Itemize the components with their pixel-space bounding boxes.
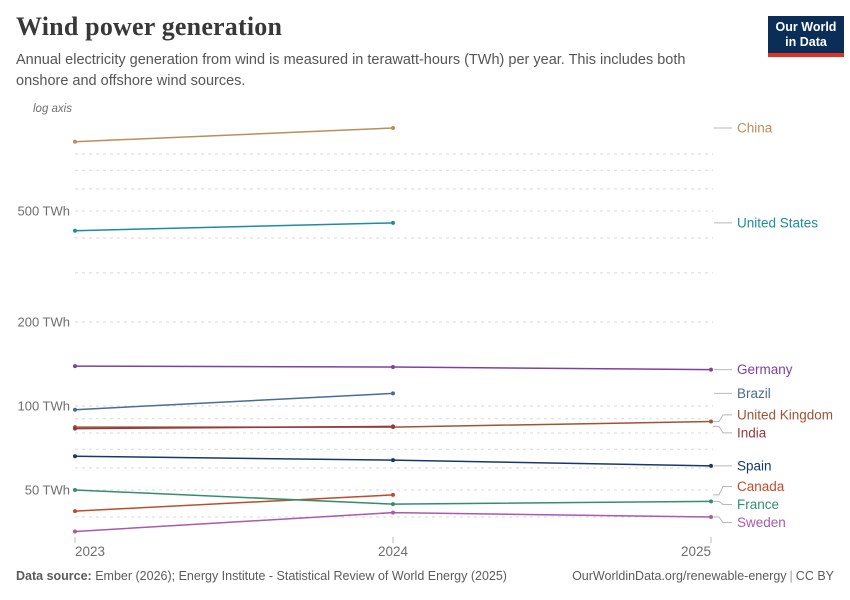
series-label-united-kingdom[interactable]: United Kingdom (737, 407, 833, 422)
owid-url-link[interactable]: OurWorldinData.org/renewable-energy (572, 569, 787, 583)
series-sweden[interactable] (73, 510, 713, 534)
data-point (391, 510, 395, 515)
footer-separator: | (789, 569, 793, 583)
data-point (391, 492, 395, 497)
data-point (391, 502, 395, 507)
gridlines (75, 153, 713, 518)
data-point (391, 126, 395, 130)
license-link[interactable]: CC BY (795, 569, 834, 583)
label-connector (713, 500, 732, 505)
line-chart: 500 TWh 200 TWh 100 TWh 50 TWh log axis 2023 2… (17, 103, 833, 559)
data-point (73, 364, 77, 369)
page-title: Wind power generation (16, 12, 283, 41)
series-line[interactable] (74, 425, 394, 430)
series-line[interactable] (74, 222, 394, 232)
label-connector (713, 486, 732, 496)
y-tick-label: 50 TWh (25, 483, 70, 498)
x-tick-label: 2023 (75, 544, 105, 559)
data-point (73, 529, 77, 534)
data-point (73, 426, 77, 431)
series-china[interactable] (73, 126, 395, 144)
data-point (709, 367, 713, 372)
chart-footer: Data source: Ember (2026); Energy Instit… (16, 569, 834, 583)
series-canada[interactable] (73, 492, 395, 514)
owid-logo: Our World in Data (768, 16, 844, 57)
series-india[interactable] (73, 424, 395, 431)
data-point (391, 220, 395, 225)
series-line[interactable] (74, 489, 712, 505)
data-source-text: Ember (2026); Energy Institute - Statist… (95, 569, 507, 583)
data-point (709, 499, 713, 504)
owid-logo-line2: in Data (785, 35, 827, 49)
series-label-sweden[interactable]: Sweden (737, 515, 786, 530)
data-point (73, 488, 77, 492)
label-connector (713, 516, 732, 523)
data-point (391, 458, 395, 463)
data-point (73, 407, 77, 412)
series-label-brazil[interactable]: Brazil (737, 386, 771, 401)
series-united-states[interactable] (73, 220, 395, 233)
series-line[interactable] (74, 494, 394, 512)
chart-subtitle: Annual electricity generation from wind … (16, 52, 686, 89)
x-tick-label: 2025 (681, 544, 711, 559)
series-line[interactable] (74, 127, 394, 143)
data-point (391, 365, 395, 369)
footer-credit: OurWorldinData.org/renewable-energy | CC B… (572, 569, 834, 583)
y-tick-label: 100 TWh (17, 399, 70, 414)
data-point (73, 228, 77, 233)
series-label-france[interactable]: France (737, 497, 779, 512)
series-germany[interactable] (73, 364, 713, 372)
series-label-india[interactable]: India (737, 425, 767, 440)
owid-logo-line1: Our World (775, 20, 837, 34)
series-label-united-states[interactable]: United States (737, 215, 818, 230)
data-point (73, 454, 77, 459)
series-spain[interactable] (73, 454, 713, 468)
data-point (73, 139, 77, 144)
data-point (73, 509, 77, 514)
data-point (709, 463, 713, 468)
series-france[interactable] (73, 488, 713, 507)
series-label-canada[interactable]: Canada (737, 479, 785, 494)
y-tick-label: 500 TWh (17, 204, 70, 219)
data-point (709, 515, 713, 519)
y-tick-label: 200 TWh (17, 315, 70, 330)
data-point (391, 424, 395, 429)
series-line[interactable] (74, 392, 394, 411)
data-source-label: Data source: (16, 569, 92, 583)
data-source: Data source: Ember (2026); Energy Instit… (16, 569, 507, 583)
data-point (709, 419, 713, 424)
label-connector (713, 425, 732, 434)
series-brazil[interactable] (73, 391, 395, 412)
log-axis-label: log axis (33, 103, 72, 115)
data-point (391, 391, 395, 396)
series-label-spain[interactable]: Spain (737, 458, 772, 473)
x-tick-label: 2024 (378, 544, 409, 559)
label-connector (713, 414, 732, 422)
series-line[interactable] (74, 511, 712, 533)
series-label-china[interactable]: China (737, 121, 773, 136)
series-label-germany[interactable]: Germany (737, 362, 793, 377)
